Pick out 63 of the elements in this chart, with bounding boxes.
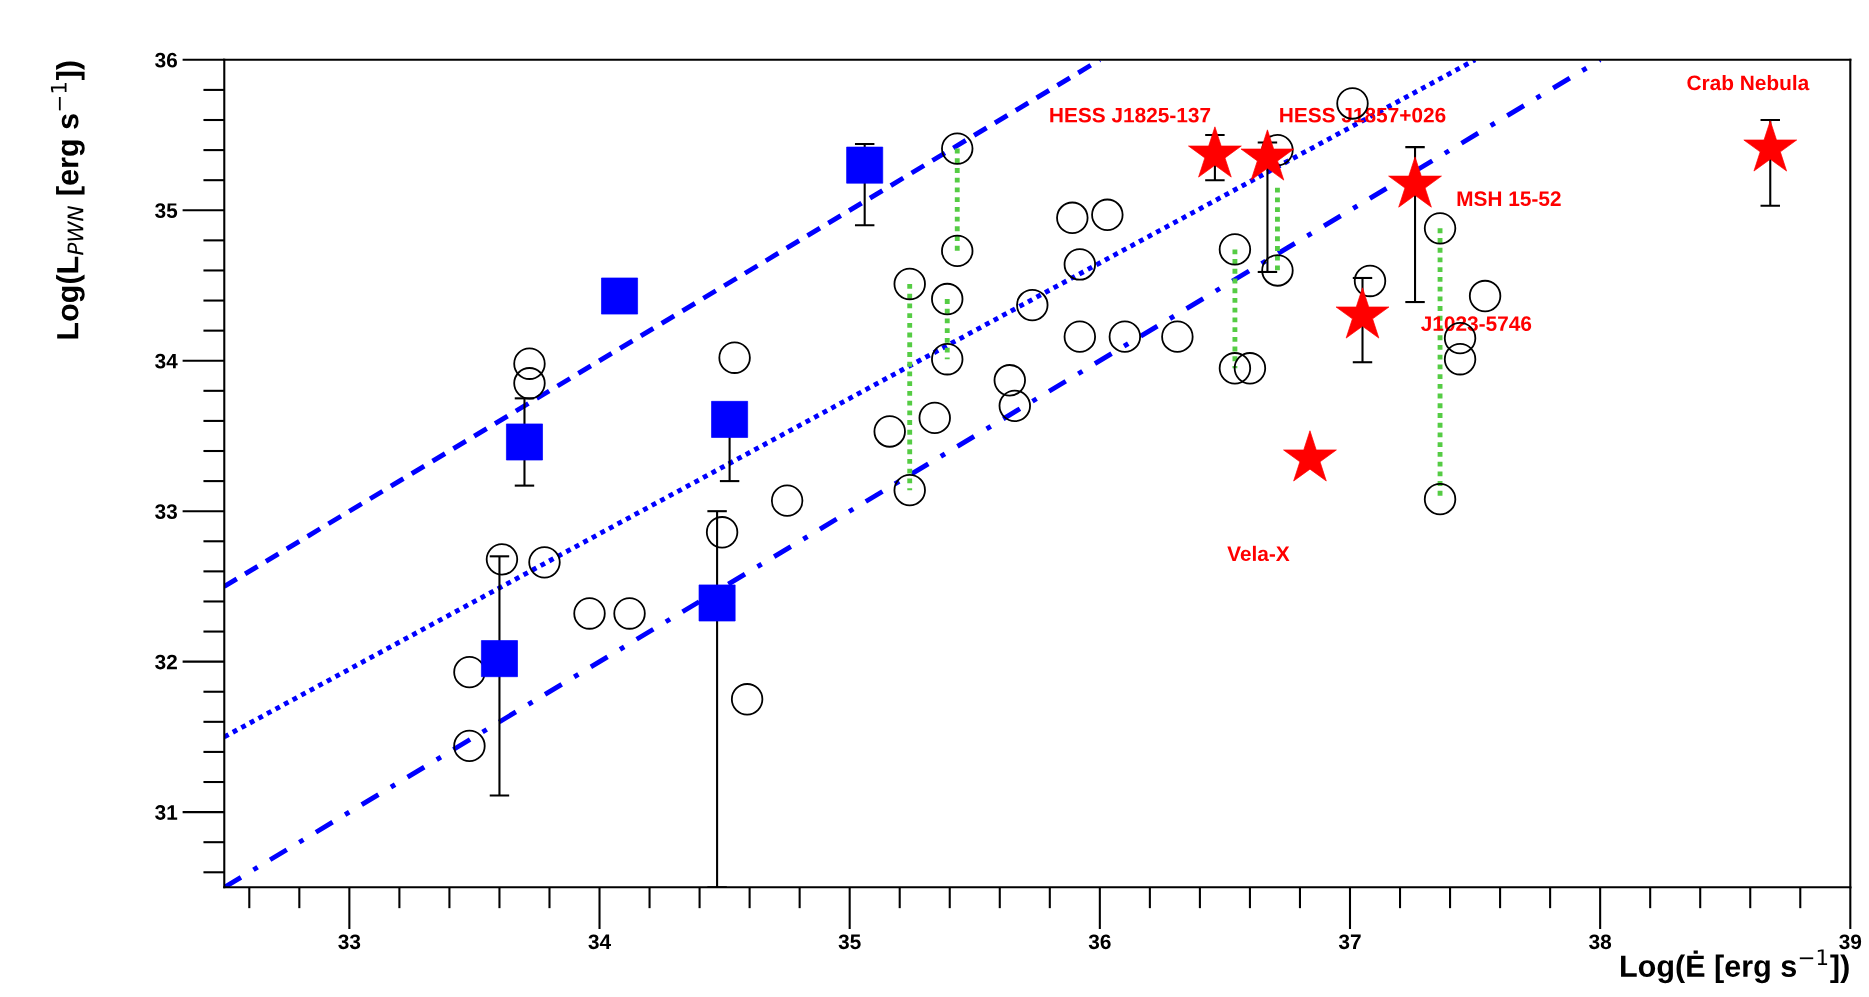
point: [931, 282, 964, 316]
point: [1108, 320, 1142, 353]
point: [873, 415, 906, 448]
point: [1161, 320, 1194, 353]
point: [1423, 482, 1457, 516]
x-tick-label: 38: [1589, 934, 1612, 950]
point: [718, 341, 751, 374]
y-tick-label: 34: [155, 353, 178, 369]
x-tick-label: 33: [338, 934, 361, 950]
point: [528, 546, 561, 579]
x-tick-label: 39: [1839, 934, 1862, 950]
x-tick-label: 37: [1338, 934, 1361, 950]
point: [918, 401, 951, 435]
point: [846, 146, 884, 184]
point: [893, 267, 926, 301]
point: [998, 389, 1031, 423]
point: [1063, 248, 1097, 281]
point: [730, 683, 764, 716]
point: [1353, 264, 1387, 298]
point: [1468, 279, 1502, 313]
point: [481, 640, 518, 678]
annotation: Vela-X: [1227, 545, 1290, 562]
point: [711, 401, 749, 438]
point: [601, 277, 638, 315]
point: [698, 584, 736, 622]
annotation: HESS J1825-137: [1050, 107, 1211, 123]
point: [931, 343, 964, 376]
point: [705, 516, 739, 549]
y-tick-label: 35: [155, 203, 178, 219]
point: [1443, 343, 1477, 376]
x-tick-label: 34: [588, 934, 611, 950]
point: [1218, 352, 1252, 385]
point: [485, 543, 519, 576]
point: [1063, 320, 1097, 353]
point: [1016, 288, 1049, 322]
y-tick-label: 36: [155, 52, 177, 68]
point: [506, 423, 543, 461]
point: [573, 597, 606, 630]
point: [1233, 352, 1267, 385]
point: [1091, 198, 1124, 231]
annotation: J1023-5746: [1421, 316, 1532, 332]
point: [941, 132, 974, 165]
point: [453, 729, 486, 763]
point: [770, 484, 804, 517]
x-tick-label: 35: [838, 934, 861, 950]
point: [513, 367, 546, 400]
point: [513, 347, 546, 380]
point: [1056, 201, 1089, 234]
point: [1423, 212, 1457, 245]
x-tick-label: 36: [1088, 934, 1111, 950]
annotation: Crab Nebula: [1687, 74, 1810, 91]
y-axis-title: Log(L$_{PWN}$ [erg s$^{−1}$]): [50, 61, 85, 339]
point: [893, 473, 926, 507]
x-axis-title: Log(Ė [erg s$^{−1}$]): [1621, 949, 1849, 984]
point: [1218, 233, 1252, 266]
point: [941, 234, 974, 268]
y-tick-label: 31: [155, 805, 178, 820]
y-tick-label: 32: [155, 654, 177, 670]
annotation: MSH 15-52: [1457, 191, 1561, 207]
y-tick-label: 33: [155, 504, 177, 519]
point: [993, 364, 1026, 397]
point: [1261, 254, 1294, 287]
point: [613, 597, 646, 630]
